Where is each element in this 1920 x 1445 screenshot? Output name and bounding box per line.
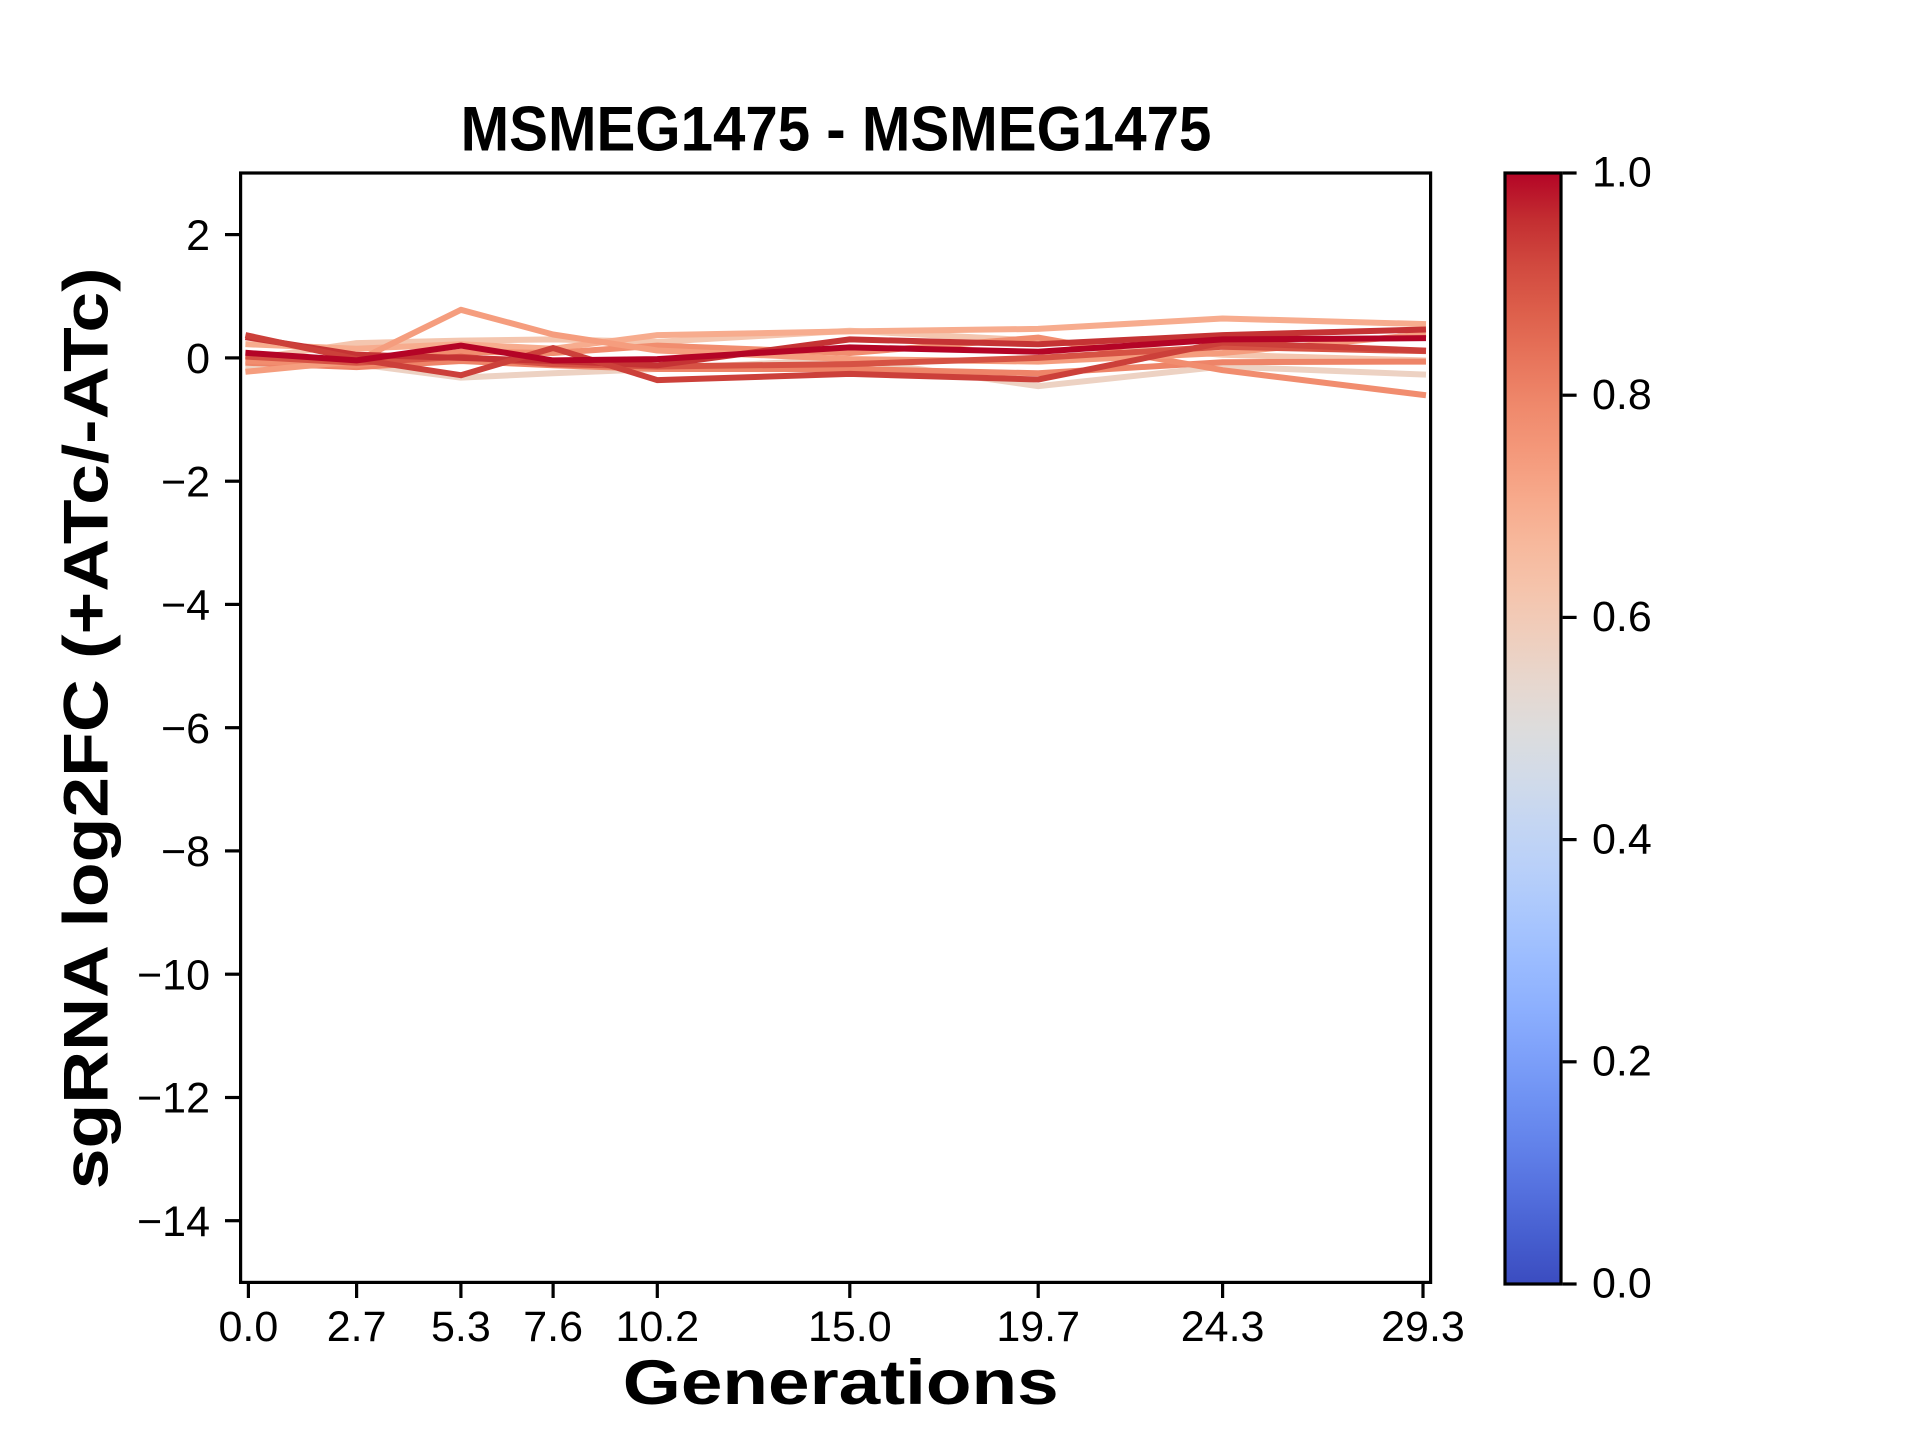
svg-text:sgRNA log2FC (+ATc/-ATc): sgRNA log2FC (+ATc/-ATc) <box>51 268 121 1190</box>
svg-text:15.0: 15.0 <box>808 1303 892 1351</box>
svg-text:5.3: 5.3 <box>431 1303 491 1351</box>
svg-text:1.0: 1.0 <box>1592 149 1652 197</box>
svg-text:−4: −4 <box>161 582 210 630</box>
svg-text:−14: −14 <box>137 1198 210 1246</box>
svg-text:Generations: Generations <box>623 1346 1059 1417</box>
svg-text:24.3: 24.3 <box>1181 1303 1265 1351</box>
svg-text:10.2: 10.2 <box>615 1303 699 1351</box>
svg-text:0.0: 0.0 <box>219 1303 279 1351</box>
svg-text:0.2: 0.2 <box>1592 1038 1652 1086</box>
svg-text:−6: −6 <box>161 705 210 753</box>
svg-text:19.7: 19.7 <box>996 1303 1080 1351</box>
svg-text:0.4: 0.4 <box>1592 815 1652 863</box>
svg-text:−10: −10 <box>137 951 210 999</box>
svg-text:0.0: 0.0 <box>1592 1260 1652 1308</box>
svg-text:0.6: 0.6 <box>1592 593 1652 641</box>
svg-text:2: 2 <box>186 212 210 260</box>
svg-text:2.7: 2.7 <box>327 1303 387 1351</box>
svg-text:7.6: 7.6 <box>523 1303 583 1351</box>
svg-text:−8: −8 <box>161 828 210 876</box>
svg-text:0: 0 <box>186 335 210 383</box>
svg-text:−12: −12 <box>137 1075 210 1123</box>
svg-text:0.8: 0.8 <box>1592 371 1652 419</box>
svg-text:−2: −2 <box>161 458 210 506</box>
svg-text:29.3: 29.3 <box>1381 1303 1465 1351</box>
svg-text:MSMEG1475 - MSMEG1475: MSMEG1475 - MSMEG1475 <box>461 93 1212 164</box>
